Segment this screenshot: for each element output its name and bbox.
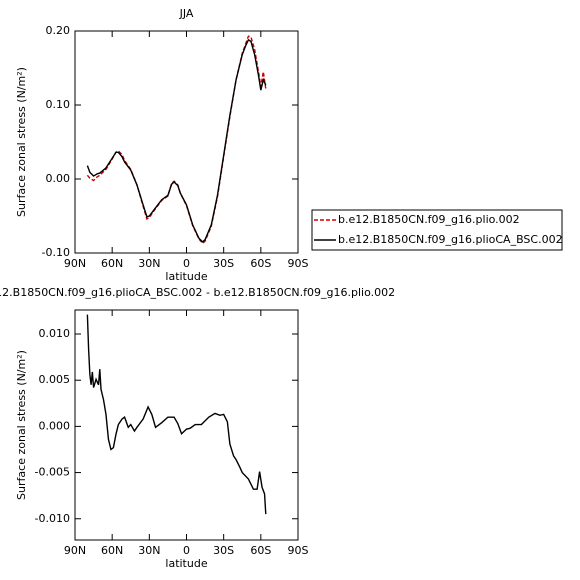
x-axis-label: latitude [165, 557, 207, 570]
y-tick-label: 0.20 [46, 24, 71, 37]
x-tick-label: 90N [64, 257, 86, 270]
data-line [86, 38, 267, 243]
y-tick-label: 0.10 [46, 98, 71, 111]
x-tick-label: 30N [138, 544, 160, 557]
legend-label: b.e12.B1850CN.f09_g16.plio.002 [338, 213, 520, 226]
y-axis-label: Surface zonal stress (N/m²) [15, 350, 28, 500]
data-line [86, 314, 267, 515]
x-tick-label: 90S [288, 544, 309, 557]
x-tick-label: 90N [64, 544, 86, 557]
y-axis-label: Surface zonal stress (N/m²) [15, 67, 28, 217]
x-tick-label: 90S [288, 257, 309, 270]
y-tick-label: 0.00 [46, 172, 71, 185]
plot-frame [74, 30, 299, 254]
legend-box [311, 209, 563, 251]
x-axis-label: latitude [165, 270, 207, 283]
x-tick-label: 0 [183, 257, 190, 270]
x-tick-label: 30N [138, 257, 160, 270]
x-tick-label: 30S [213, 544, 234, 557]
legend-label: b.e12.B1850CN.f09_g16.plioCA_BSC.002 [338, 233, 563, 246]
y-tick-label: 0.000 [39, 419, 71, 432]
y-tick-label: 0.005 [39, 373, 71, 386]
x-tick-label: 60N [101, 257, 123, 270]
x-tick-label: 60S [250, 257, 271, 270]
x-tick-label: 0 [183, 544, 190, 557]
x-tick-label: 60S [250, 544, 271, 557]
plot-frame [74, 309, 299, 541]
x-tick-label: 60N [101, 544, 123, 557]
chart-title: b.e12.B1850CN.f09_g16.plioCA_BSC.002 - b… [0, 286, 395, 299]
y-tick-label: -0.005 [35, 466, 70, 479]
chart-title: JJA [179, 7, 194, 20]
y-tick-label: -0.10 [42, 246, 70, 259]
y-tick-label: 0.010 [39, 327, 71, 340]
y-tick-label: -0.010 [35, 512, 70, 525]
x-tick-label: 30S [213, 257, 234, 270]
